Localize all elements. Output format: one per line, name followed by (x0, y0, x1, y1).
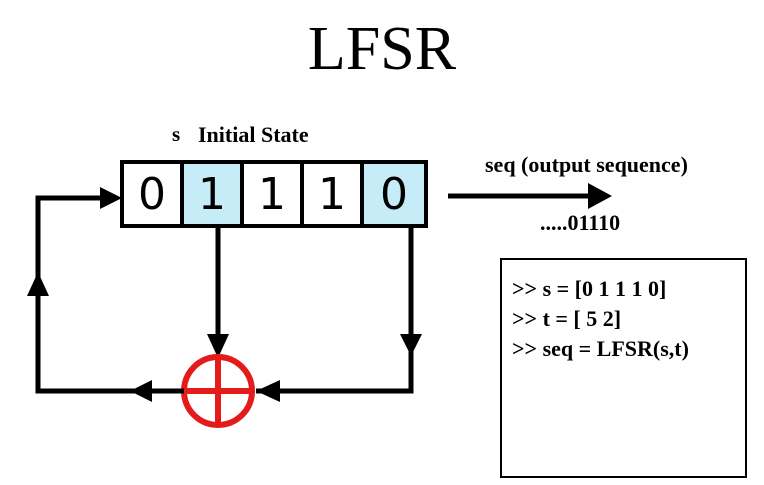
matlab-command-box: >> s = [0 1 1 1 0] >> t = [ 5 2] >> seq … (500, 258, 747, 478)
tap-arrowhead-cell-5-down (400, 334, 422, 356)
tap-wire-cell-5 (256, 224, 411, 391)
command-line-3: >> seq = LFSR(s,t) (512, 334, 745, 364)
feedback-arrowhead-right (100, 187, 122, 209)
feedback-arrowhead-up (27, 272, 49, 296)
feedback-wire (38, 198, 184, 391)
tap-arrowhead-cell-5-left (256, 380, 280, 402)
xor-icon (184, 357, 252, 425)
command-line-2: >> t = [ 5 2] (512, 304, 745, 334)
output-arrowhead (588, 183, 612, 209)
command-line-1: >> s = [0 1 1 1 0] (512, 274, 745, 304)
feedback-arrowhead-left (130, 380, 152, 402)
